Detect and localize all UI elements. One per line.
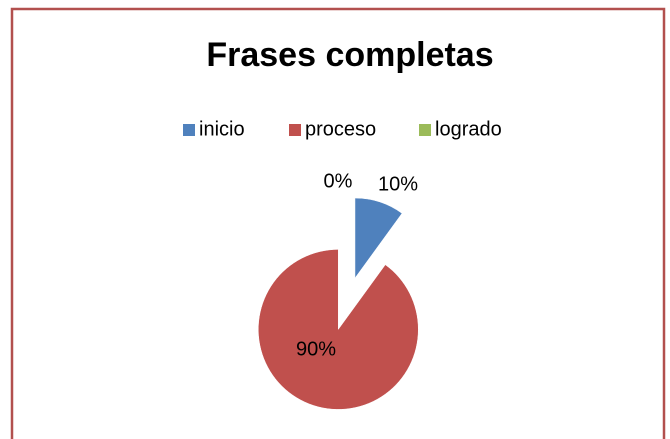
pie-slice <box>354 197 403 279</box>
data-label: 0% <box>324 170 353 192</box>
data-label: 90% <box>296 338 336 360</box>
legend-swatch <box>419 124 431 136</box>
legend-label: inicio <box>199 118 245 140</box>
legend-label: logrado <box>435 118 502 140</box>
pie-slice <box>258 249 419 410</box>
legend-label: proceso <box>305 118 376 140</box>
chart-title: Frases completas <box>206 36 493 74</box>
legend-swatch <box>183 124 195 136</box>
data-label: 10% <box>378 173 418 195</box>
legend-swatch <box>289 124 301 136</box>
